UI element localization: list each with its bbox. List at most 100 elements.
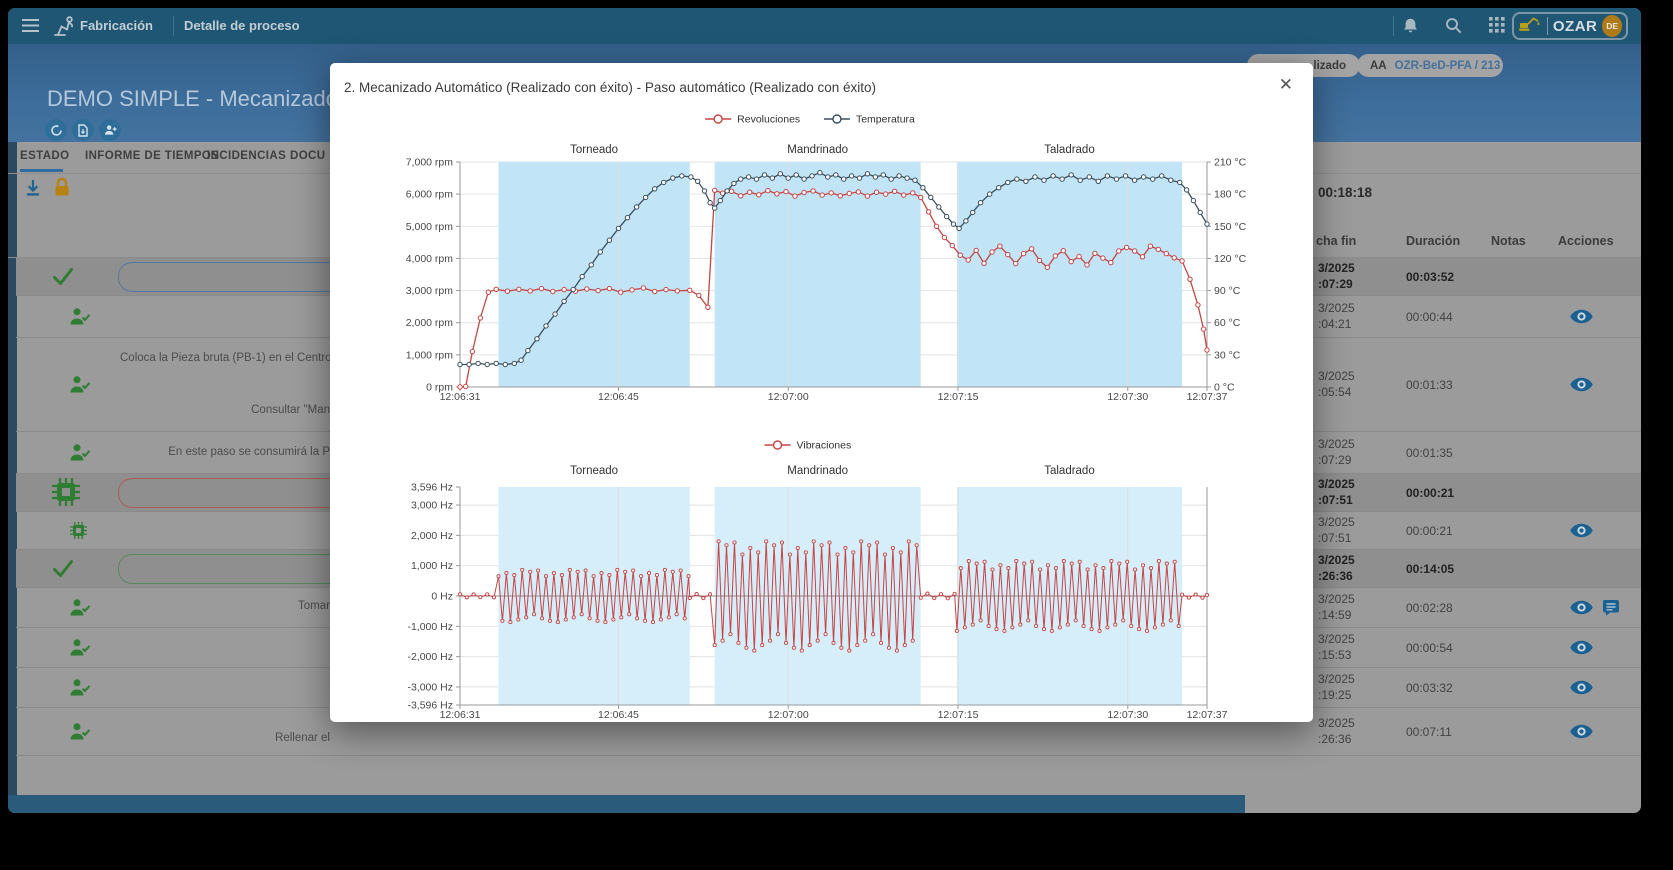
end-date: 3/2025 <box>1318 592 1355 606</box>
svg-text:3,000 rpm: 3,000 rpm <box>406 285 454 297</box>
svg-text:60 °C: 60 °C <box>1214 317 1241 329</box>
active-tab-underline <box>20 169 64 172</box>
duration: 00:01:35 <box>1406 446 1453 460</box>
duration: 00:03:32 <box>1406 681 1453 695</box>
left-edge-strip <box>8 44 17 795</box>
svg-text:12:06:45: 12:06:45 <box>598 391 639 403</box>
column-header: Duración <box>1406 234 1461 248</box>
end-date: 3/2025 <box>1318 477 1355 491</box>
app-name: Fabricación <box>80 18 153 33</box>
svg-text:1,000 rpm: 1,000 rpm <box>406 349 454 361</box>
end-time: :07:29 <box>1318 277 1353 291</box>
brand-divider <box>1547 17 1548 35</box>
svg-text:30 °C: 30 °C <box>1214 349 1241 361</box>
refresh-button[interactable] <box>45 119 67 141</box>
svg-text:12:07:30: 12:07:30 <box>1107 391 1148 403</box>
svg-text:Torneado: Torneado <box>570 144 618 156</box>
end-date: 3/2025 <box>1318 301 1355 315</box>
column-header: cha fin <box>1316 234 1357 248</box>
step-description: Tomar <box>298 600 330 612</box>
apps-grid-icon[interactable] <box>1489 17 1505 38</box>
end-time: :19:25 <box>1318 688 1352 702</box>
duration: 00:02:28 <box>1406 601 1453 615</box>
view-details-eye-icon[interactable] <box>1570 377 1593 397</box>
person-check-icon <box>70 375 91 398</box>
svg-text:12:06:45: 12:06:45 <box>598 709 639 721</box>
menu-icon[interactable] <box>22 19 39 38</box>
lock-icon[interactable] <box>52 176 72 202</box>
view-details-eye-icon[interactable] <box>1570 680 1593 700</box>
svg-text:Taladrado: Taladrado <box>1044 465 1095 477</box>
svg-text:Taladrado: Taladrado <box>1044 144 1095 156</box>
end-time: :26:36 <box>1318 732 1352 746</box>
tab-informe-de-tiempos[interactable]: INFORME DE TIEMPOS <box>85 150 220 162</box>
svg-text:3,596 Hz: 3,596 Hz <box>411 482 453 494</box>
export-pdf-button[interactable] <box>72 119 94 141</box>
end-date: 3/2025 <box>1318 716 1355 730</box>
person-check-icon <box>70 678 91 701</box>
duration: 00:01:33 <box>1406 378 1453 392</box>
svg-text:12:07:00: 12:07:00 <box>768 709 809 721</box>
reference-code[interactable]: OZR-BeD-PFA / 213 <box>1394 59 1501 72</box>
view-details-eye-icon[interactable] <box>1570 309 1593 329</box>
end-date: 3/2025 <box>1318 515 1355 529</box>
step-description: En este paso se consumirá la P <box>168 446 330 458</box>
page-name: Detalle de proceso <box>184 18 300 33</box>
svg-text:12:07:15: 12:07:15 <box>938 391 979 403</box>
download-icon[interactable] <box>24 178 42 203</box>
svg-text:Vibraciones: Vibraciones <box>797 440 852 452</box>
svg-text:12:07:37: 12:07:37 <box>1187 709 1228 721</box>
close-icon[interactable]: ✕ <box>1278 75 1293 94</box>
brand-name: OZAR <box>1552 17 1598 35</box>
chip-icon <box>52 478 80 511</box>
view-details-eye-icon[interactable] <box>1570 600 1593 620</box>
table-row[interactable]: Rellenar el 3/2025:26:36 00:07:11 <box>16 708 1641 756</box>
notes-icon[interactable] <box>1602 599 1620 621</box>
duration: 00:00:54 <box>1406 641 1453 655</box>
svg-text:Mandrinado: Mandrinado <box>787 144 848 156</box>
order-reference-badge[interactable]: AA OZR-BeD-PFA / 213 <box>1357 54 1503 77</box>
person-check-icon <box>70 307 91 330</box>
assign-person-button[interactable] <box>99 119 121 141</box>
tab-estado[interactable]: ESTADO <box>20 150 70 162</box>
end-date: 3/2025 <box>1318 261 1355 275</box>
end-time: :07:51 <box>1318 531 1352 545</box>
svg-text:12:06:31: 12:06:31 <box>440 709 481 721</box>
person-check-icon <box>70 638 91 661</box>
svg-text:0 rpm: 0 rpm <box>426 382 453 394</box>
view-details-eye-icon[interactable] <box>1570 523 1593 543</box>
svg-text:6,000 rpm: 6,000 rpm <box>406 189 454 201</box>
svg-text:-1,000 Hz: -1,000 Hz <box>407 621 453 633</box>
avatar[interactable]: DE <box>1602 15 1622 37</box>
total-time: 00:18:18 <box>1318 185 1373 200</box>
svg-text:120 °C: 120 °C <box>1214 253 1247 265</box>
duration: 00:07:11 <box>1406 725 1452 739</box>
duration: 00:14:05 <box>1406 562 1455 576</box>
svg-text:0 °C: 0 °C <box>1214 382 1235 394</box>
footer-bar <box>8 795 1245 813</box>
end-date: 3/2025 <box>1318 369 1355 383</box>
bell-icon[interactable] <box>1402 17 1419 39</box>
tab-docu[interactable]: DOCU <box>290 150 326 162</box>
reference-prefix: AA <box>1370 59 1387 72</box>
svg-text:12:07:30: 12:07:30 <box>1107 709 1148 721</box>
svg-text:12:06:31: 12:06:31 <box>440 391 481 403</box>
svg-text:2,000 Hz: 2,000 Hz <box>411 530 453 542</box>
end-time: :05:54 <box>1318 385 1352 399</box>
search-icon[interactable] <box>1445 17 1462 39</box>
navbar-divider <box>173 16 174 36</box>
svg-text:1,000 Hz: 1,000 Hz <box>411 560 453 572</box>
svg-text:4,000 rpm: 4,000 rpm <box>406 253 454 265</box>
duration: 00:00:21 <box>1406 486 1455 500</box>
svg-text:12:07:37: 12:07:37 <box>1187 391 1228 403</box>
svg-text:7,000 rpm: 7,000 rpm <box>406 157 454 169</box>
end-time: :26:36 <box>1318 569 1353 583</box>
account-widget[interactable]: OZAR DE <box>1512 12 1628 40</box>
svg-text:-2,000 Hz: -2,000 Hz <box>407 651 453 663</box>
tab-incidencias[interactable]: INCIDENCIAS <box>207 150 287 162</box>
navbar-divider-right <box>1393 16 1394 36</box>
column-header: Notas <box>1491 234 1526 248</box>
view-details-eye-icon[interactable] <box>1570 640 1593 660</box>
view-details-eye-icon[interactable] <box>1570 724 1593 744</box>
duration: 00:00:21 <box>1406 524 1453 538</box>
